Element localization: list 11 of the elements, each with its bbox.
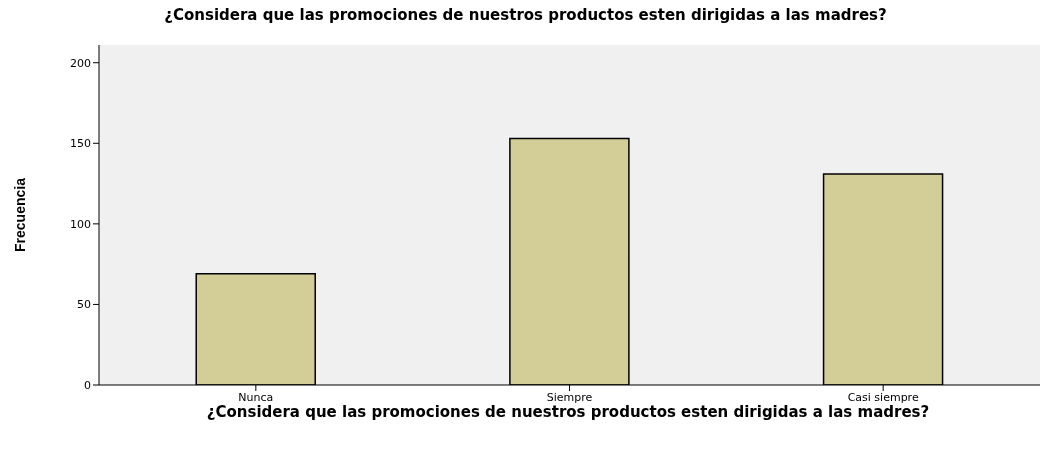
- y-tick-label: 150: [70, 137, 91, 151]
- x-axis-title: ¿Considera que las promociones de nuestros productos esten dirigidas a las madres?: [205, 403, 931, 421]
- y-tick-label: 50: [77, 298, 91, 312]
- x-tick-label: Casi siempre: [847, 390, 919, 404]
- y-axis-title: Frecuencia: [11, 177, 28, 252]
- y-tick-label: 0: [84, 378, 91, 392]
- y-tick-label: 100: [70, 217, 91, 231]
- chart-title: ¿Considera que las promociones de nuestros productos esten dirigidas a las madres?: [163, 6, 888, 26]
- x-tick-label: Siempre: [546, 390, 593, 404]
- x-tick-label: Nunca: [238, 390, 274, 404]
- y-tick-label: 200: [70, 56, 91, 70]
